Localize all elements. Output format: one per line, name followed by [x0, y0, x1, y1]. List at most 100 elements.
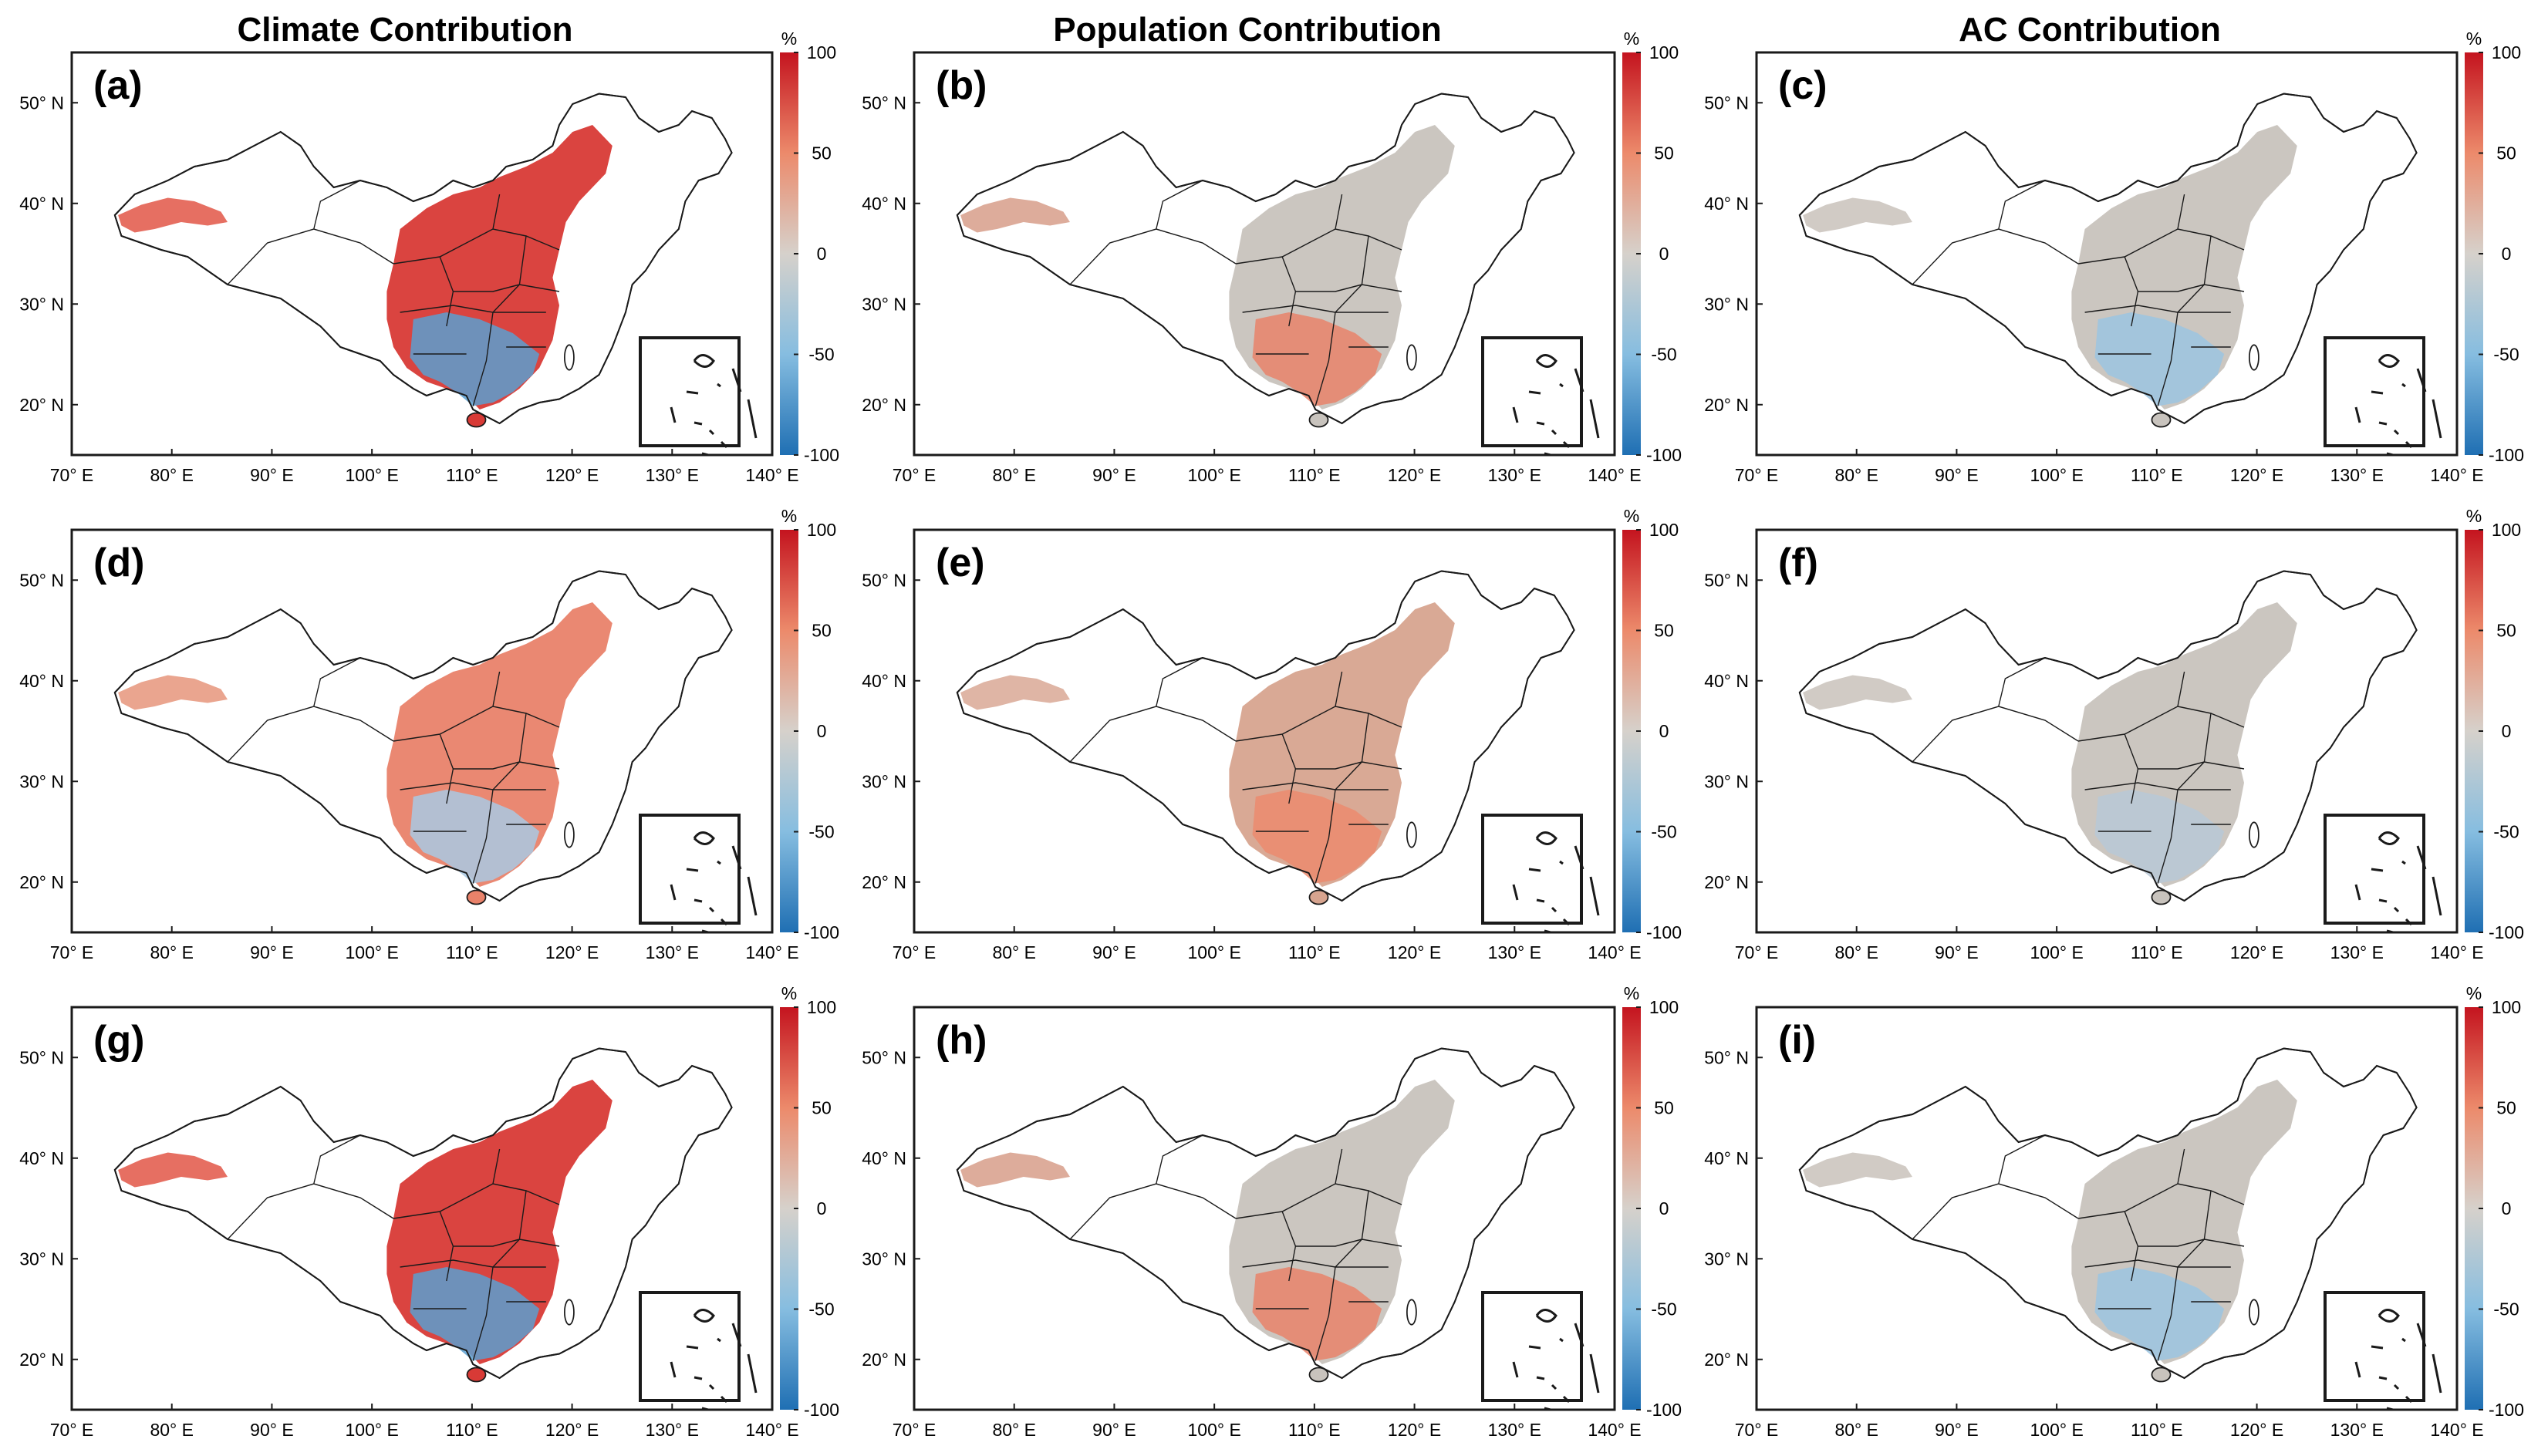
lon-tick-label: 100° E	[2030, 465, 2083, 485]
lon-tick-label: 80° E	[992, 1420, 1036, 1440]
lon-tick-label: 100° E	[345, 465, 398, 485]
hainan-island	[466, 889, 487, 905]
lon-tick-label: 120° E	[2230, 1420, 2283, 1440]
taiwan-island	[564, 821, 575, 848]
panel-label: (d)	[93, 541, 144, 585]
lon-tick-label: 130° E	[2330, 465, 2384, 485]
taiwan-island	[1406, 344, 1417, 371]
lat-tick-label: 30° N	[1704, 294, 1749, 314]
lat-tick-label: 20° N	[19, 395, 64, 415]
lon-tick-label: 80° E	[1834, 942, 1878, 962]
lon-tick-label: 70° E	[1735, 1420, 1779, 1440]
colorbar-tick-label: -100	[2489, 1400, 2524, 1420]
axes-frame	[913, 528, 1616, 934]
lat-tick-label: 40° N	[19, 194, 64, 214]
colorbar-tick-label: 0	[817, 1198, 827, 1218]
colorbar-tick-label: 0	[1659, 721, 1669, 741]
lon-tick-label: 110° E	[446, 1420, 498, 1440]
south-china-sea-inset	[2324, 814, 2442, 934]
colorbar-tick-label: -50	[808, 822, 834, 842]
lat-tick-label: 30° N	[19, 1249, 64, 1269]
lon-tick-label: 90° E	[250, 1420, 294, 1440]
taiwan-island	[1406, 1299, 1417, 1326]
axes-frame	[1755, 1006, 2459, 1411]
axes-frame	[70, 1006, 774, 1411]
lon-tick-label: 140° E	[1588, 942, 1641, 962]
china-map	[956, 570, 1575, 905]
lat-tick-label: 20° N	[862, 395, 906, 415]
lon-tick-label: 70° E	[1735, 942, 1779, 962]
colorbar-tick-label: 100	[807, 520, 836, 540]
lon-tick-label: 140° E	[2430, 465, 2483, 485]
china-map	[113, 93, 733, 428]
lon-tick-label: 80° E	[992, 942, 1036, 962]
inset-frame	[639, 336, 741, 447]
colorbar-unit: %	[1624, 29, 1639, 49]
colorbar-tick-label: 50	[812, 143, 832, 163]
lon-tick-label: 90° E	[1935, 942, 1979, 962]
panel-label: (g)	[93, 1018, 144, 1063]
colorbar-unit: %	[2466, 983, 2482, 1003]
lat-tick-label: 30° N	[19, 294, 64, 314]
south-china-sea-inset	[1481, 1291, 1600, 1411]
colorbar-tick-label: 50	[812, 1098, 832, 1118]
lon-tick-label: 120° E	[1388, 465, 1441, 485]
lat-tick-label: 50° N	[19, 1047, 64, 1067]
lon-tick-label: 90° E	[1935, 1420, 1979, 1440]
lon-tick-label: 80° E	[150, 1420, 194, 1440]
lon-tick-label: 120° E	[2230, 465, 2283, 485]
colorbar-tick-label: -100	[2489, 445, 2524, 465]
china-map	[1798, 570, 2418, 905]
panel-label: (b)	[936, 63, 987, 108]
colorbar-unit: %	[1624, 506, 1639, 526]
colorbar-tick-label: 0	[2502, 721, 2512, 741]
lon-tick-label: 110° E	[1288, 465, 1341, 485]
hainan-island	[466, 412, 487, 428]
lon-tick-label: 130° E	[1488, 1420, 1541, 1440]
axes-frame	[1755, 51, 2459, 457]
lat-tick-label: 50° N	[19, 93, 64, 113]
lat-tick-label: 50° N	[1704, 93, 1749, 113]
lon-tick-label: 100° E	[1187, 942, 1240, 962]
lon-tick-label: 80° E	[150, 465, 194, 485]
colorbar-tick-label: -100	[804, 1400, 839, 1420]
south-china-sea-inset	[2324, 336, 2442, 457]
colorbar-tick-label: 100	[2492, 42, 2521, 62]
south-china-sea-inset	[639, 1291, 758, 1411]
colorbar-tick-label: -50	[808, 1299, 834, 1320]
lon-tick-label: 120° E	[1388, 1420, 1441, 1440]
colorbar-tick-label: 0	[2502, 1198, 2512, 1218]
lon-tick-label: 110° E	[446, 942, 498, 962]
colorbar-tick-label: 0	[817, 244, 827, 264]
lon-tick-label: 100° E	[2030, 942, 2083, 962]
column-title-climate: Climate Contribution	[237, 11, 572, 49]
column-title-population: Population Contribution	[1053, 11, 1441, 49]
colorbar-tick-label: 100	[2492, 520, 2521, 540]
colorbar-tick-label: -50	[2493, 345, 2519, 365]
lon-tick-label: 130° E	[646, 465, 699, 485]
lat-tick-label: 50° N	[19, 570, 64, 590]
colorbar-tick-label: -50	[2493, 822, 2519, 842]
lon-tick-label: 70° E	[1735, 465, 1779, 485]
hainan-island	[1308, 412, 1329, 428]
taiwan-island	[564, 1299, 575, 1326]
axes-frame	[70, 51, 774, 457]
lon-tick-label: 110° E	[2131, 942, 2183, 962]
lat-tick-label: 40° N	[19, 1148, 64, 1168]
lat-tick-label: 20° N	[862, 872, 906, 892]
panel-label: (c)	[1778, 63, 1827, 108]
taiwan-island	[2249, 821, 2259, 848]
map-panel-c: (c) 70° E 80° E 90° E 100° E 110° E 120° E 130°…	[1704, 29, 2524, 485]
axes-frame	[1755, 528, 2459, 934]
lon-tick-label: 130° E	[2330, 1420, 2384, 1440]
colorbar-unit: %	[2466, 506, 2482, 526]
lat-tick-label: 30° N	[1704, 1249, 1749, 1269]
lat-tick-label: 30° N	[1704, 771, 1749, 791]
taiwan-island	[2249, 344, 2259, 371]
hainan-island	[2151, 412, 2172, 428]
lat-tick-label: 50° N	[862, 93, 906, 113]
colorbar-tick-label: -50	[1651, 822, 1676, 842]
colorbar-tick-label: -50	[1651, 1299, 1676, 1320]
panel-label: (i)	[1778, 1018, 1816, 1063]
